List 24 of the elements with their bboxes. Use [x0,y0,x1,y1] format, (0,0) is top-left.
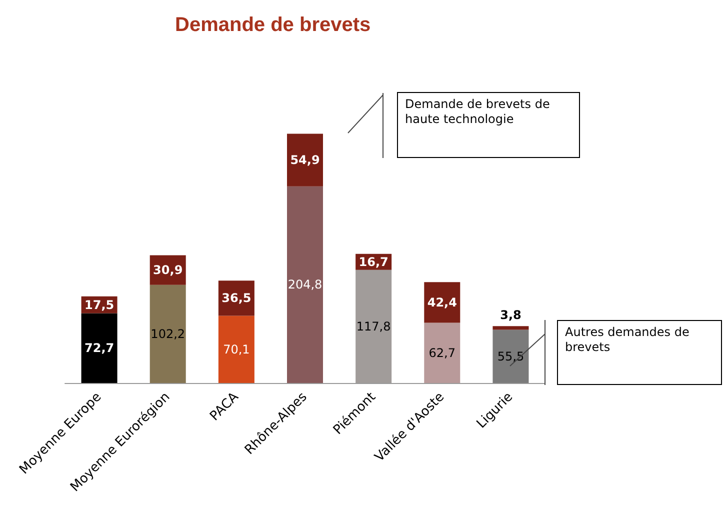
data-label: 54,9 [290,153,320,168]
data-label: 36,5 [222,291,252,306]
data-label: 3,8 [500,308,522,322]
data-label: 42,4 [427,295,457,310]
chart-title: Demande de brevets [175,14,371,36]
data-label: 204,8 [288,278,322,292]
data-label: 16,7 [358,254,388,269]
bar [287,134,323,186]
data-label: 17,5 [84,298,114,312]
bar [287,186,323,383]
bar [424,282,460,323]
bar [81,313,118,383]
bar [424,322,460,383]
data-label: 102,2 [150,326,186,341]
data-label: 70,1 [223,342,250,356]
data-label: 55,5 [497,349,524,364]
bar [492,330,529,383]
data-label: 72,7 [84,341,114,356]
bar [492,326,529,330]
data-label: 117,8 [356,319,391,334]
bar [218,316,254,383]
data-label: 62,7 [428,346,456,360]
bar [150,284,186,383]
data-label: 30,9 [153,263,183,278]
